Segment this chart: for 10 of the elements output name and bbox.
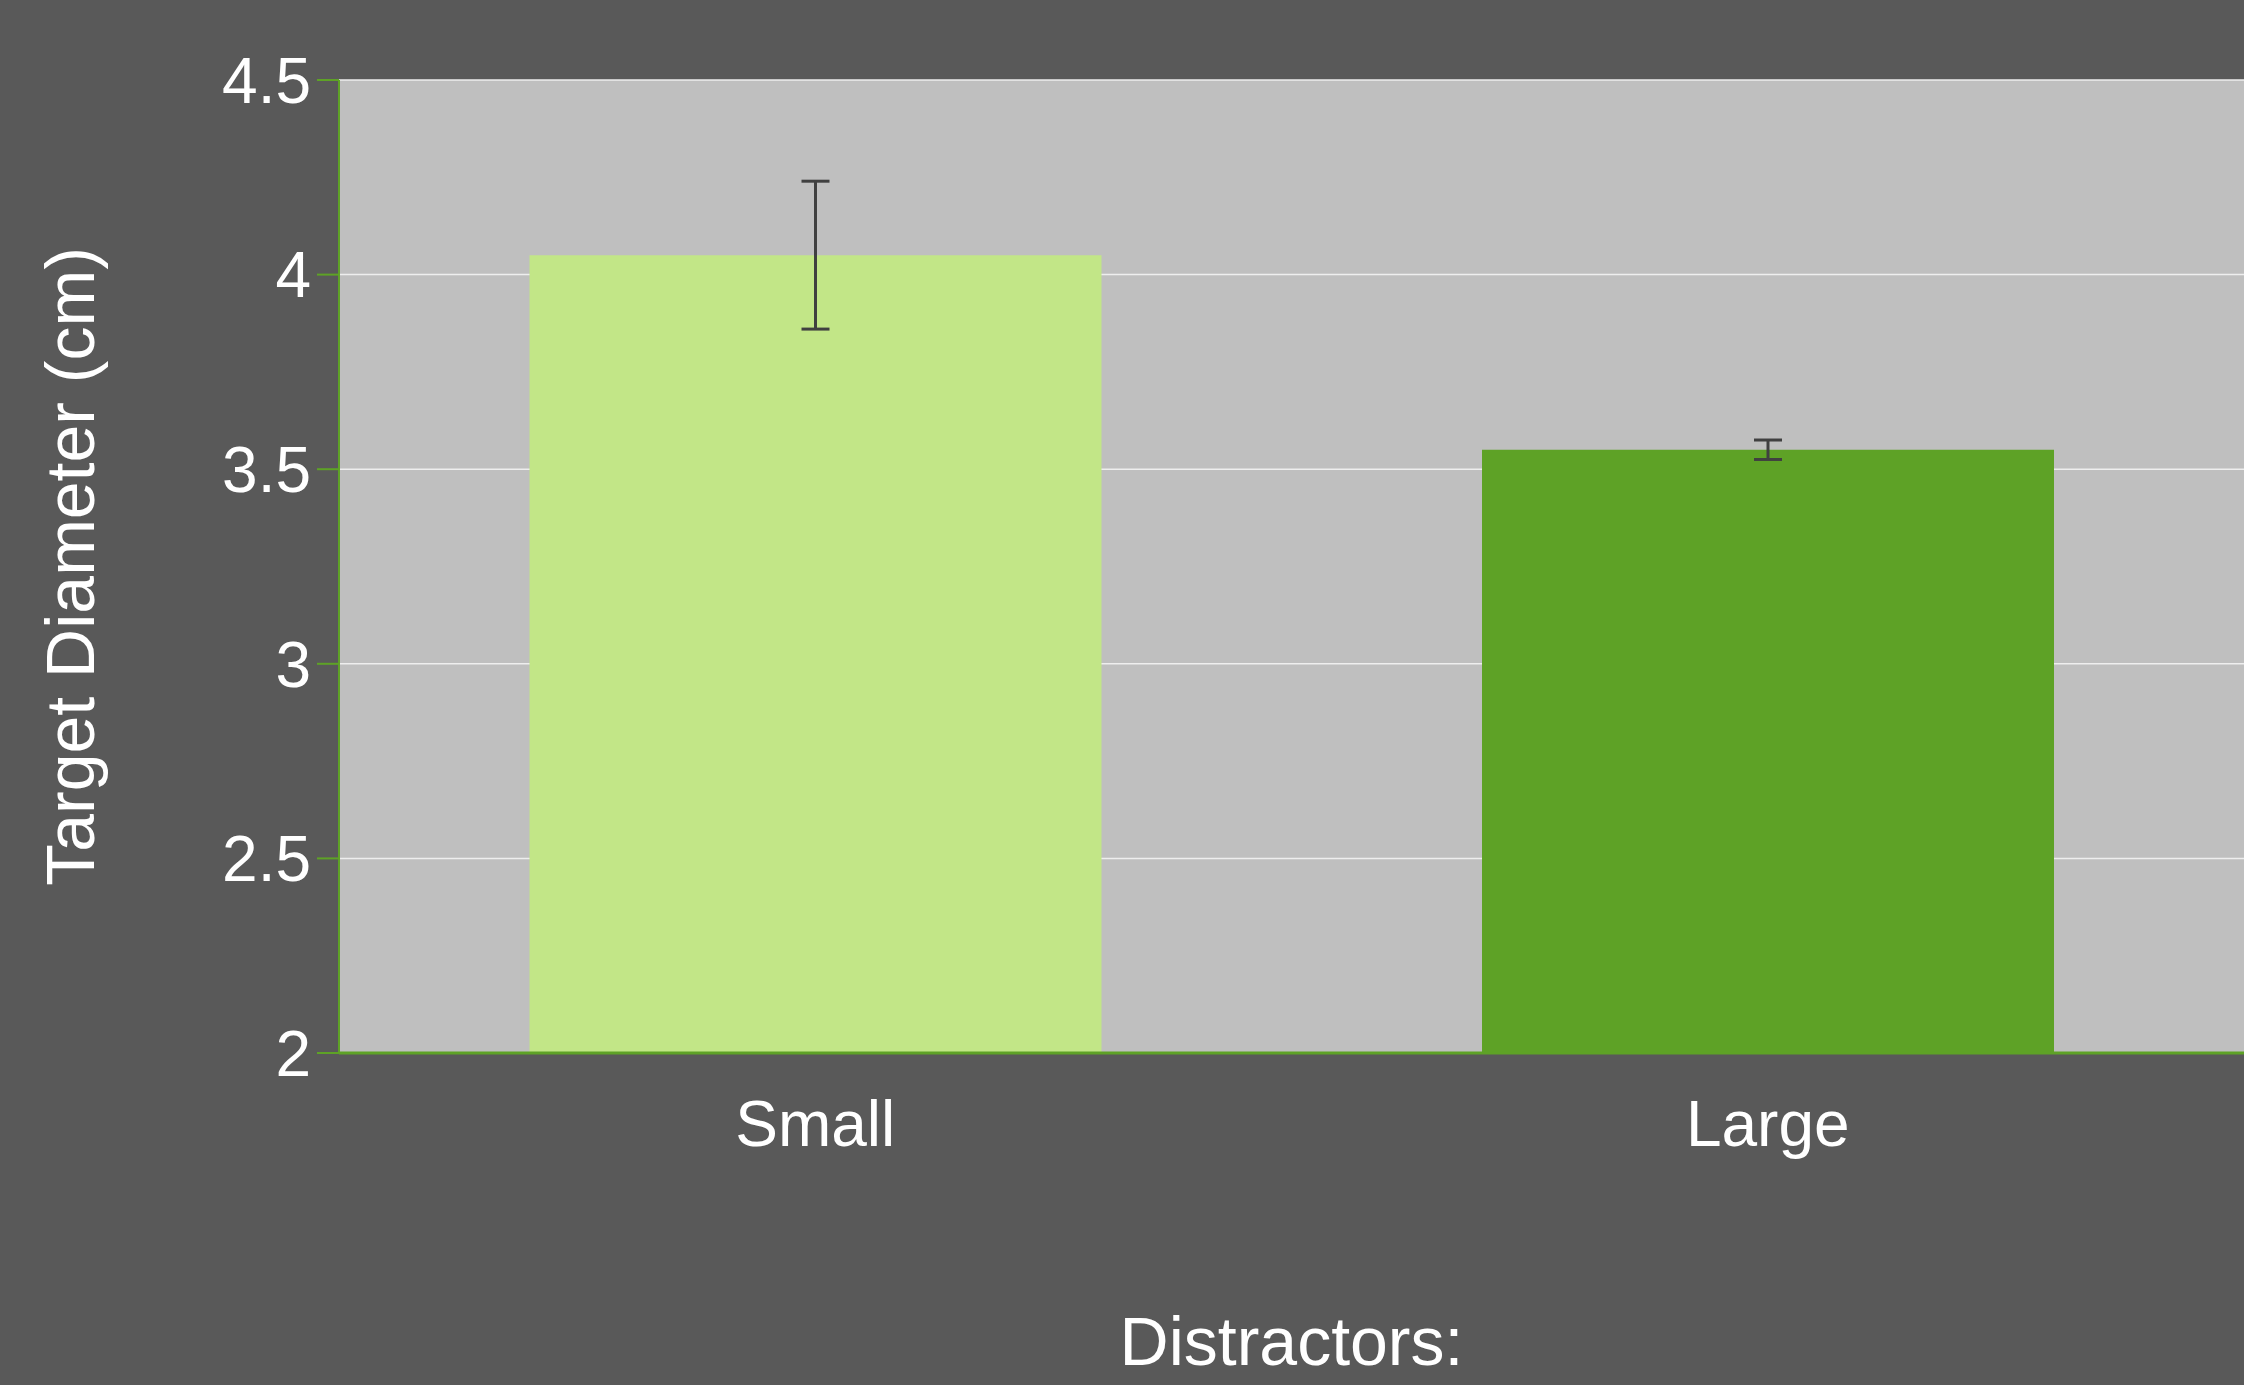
y-tick-label: 4.5	[222, 44, 311, 117]
y-tick-label: 2.5	[222, 823, 311, 896]
x-axis-title: Distractors:	[1119, 1303, 1464, 1379]
y-tick-label: 3	[275, 628, 311, 701]
y-tick-label: 4	[275, 239, 311, 312]
x-tick-label: Small	[735, 1088, 896, 1161]
x-tick-label: Large	[1685, 1088, 1850, 1161]
y-axis-title: Target Diameter (cm)	[32, 247, 109, 886]
y-tick-label: 3.5	[222, 433, 311, 506]
y-tick-label: 2	[275, 1017, 311, 1090]
